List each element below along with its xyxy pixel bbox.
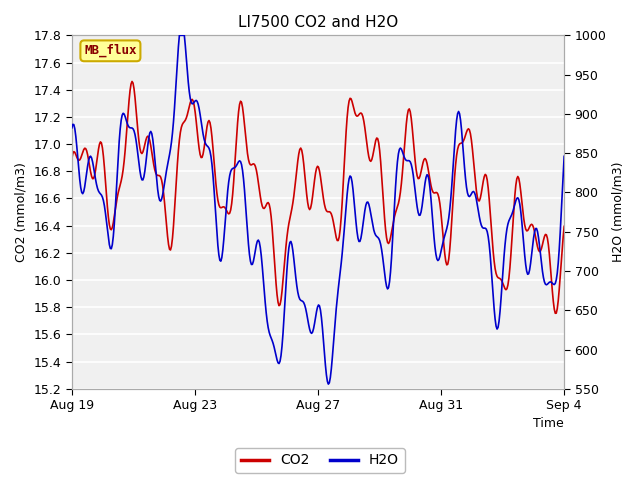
Text: MB_flux: MB_flux	[84, 44, 137, 58]
Text: Time: Time	[533, 417, 564, 430]
Title: LI7500 CO2 and H2O: LI7500 CO2 and H2O	[238, 15, 398, 30]
Y-axis label: CO2 (mmol/m3): CO2 (mmol/m3)	[15, 162, 28, 262]
Y-axis label: H2O (mmol/m3): H2O (mmol/m3)	[612, 162, 625, 263]
Legend: CO2, H2O: CO2, H2O	[236, 448, 404, 473]
